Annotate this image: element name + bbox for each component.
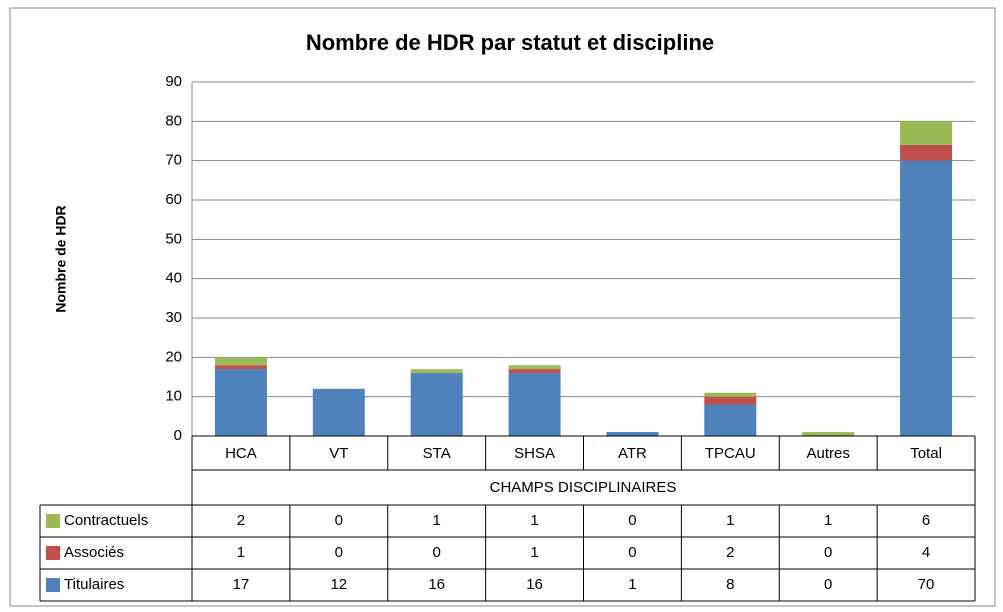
table-cell: 6 bbox=[922, 512, 930, 529]
bar-segment bbox=[508, 373, 561, 436]
legend-swatch bbox=[46, 578, 60, 592]
bar-segment bbox=[802, 432, 855, 436]
table-cell: 1 bbox=[530, 544, 538, 561]
y-tick-label: 30 bbox=[165, 309, 182, 326]
bar-segment bbox=[900, 160, 953, 436]
table-cell: 0 bbox=[433, 544, 441, 561]
bar-segment bbox=[312, 388, 365, 436]
bar-segment bbox=[900, 144, 953, 161]
x-tick-label: STA bbox=[423, 445, 451, 462]
y-tick-label: 80 bbox=[165, 112, 182, 129]
bar-segment bbox=[704, 404, 757, 436]
table-cell: 0 bbox=[335, 512, 343, 529]
bar-segment bbox=[214, 365, 267, 370]
table-cell: 12 bbox=[330, 576, 347, 593]
table-cell: 16 bbox=[526, 576, 543, 593]
table-cell: 1 bbox=[237, 544, 245, 561]
y-tick-label: 0 bbox=[174, 427, 182, 444]
bar-segment bbox=[606, 432, 659, 436]
table-cell: 0 bbox=[628, 512, 636, 529]
table-cell: 2 bbox=[726, 544, 734, 561]
y-tick-label: 10 bbox=[165, 388, 182, 405]
bar-segment bbox=[410, 373, 463, 436]
table-cell: 70 bbox=[918, 576, 935, 593]
y-axis-label: Nombre de HDR bbox=[53, 205, 69, 312]
x-tick-label: HCA bbox=[225, 445, 257, 462]
bar-segment bbox=[900, 121, 953, 145]
y-tick-label: 40 bbox=[165, 270, 182, 287]
x-tick-label: SHSA bbox=[514, 445, 555, 462]
y-tick-label: 90 bbox=[165, 73, 182, 90]
table-cell: 0 bbox=[824, 576, 832, 593]
bar-segment bbox=[214, 357, 267, 366]
bar-segment bbox=[214, 369, 267, 436]
x-tick-label: Total bbox=[910, 445, 942, 462]
y-tick-label: 20 bbox=[165, 348, 182, 365]
chart-frame bbox=[9, 7, 996, 607]
table-cell: 0 bbox=[335, 544, 343, 561]
table-cell: 8 bbox=[726, 576, 734, 593]
legend-swatch bbox=[46, 546, 60, 560]
y-tick-label: 50 bbox=[165, 230, 182, 247]
legend-label: Contractuels bbox=[64, 512, 148, 529]
x-tick-label: TPCAU bbox=[705, 445, 756, 462]
bar-segment bbox=[410, 369, 463, 374]
x-tick-label: VT bbox=[329, 445, 348, 462]
bar-segment bbox=[508, 369, 561, 374]
x-axis-label: CHAMPS DISCIPLINAIRES bbox=[490, 479, 677, 496]
x-tick-label: Autres bbox=[807, 445, 850, 462]
bar-segment bbox=[508, 365, 561, 370]
table-cell: 1 bbox=[433, 512, 441, 529]
x-tick-label: ATR bbox=[618, 445, 647, 462]
table-cell: 0 bbox=[628, 544, 636, 561]
chart-title: Nombre de HDR par statut et discipline bbox=[306, 30, 714, 55]
table-cell: 1 bbox=[824, 512, 832, 529]
legend-label: Titulaires bbox=[64, 576, 124, 593]
bar-segment bbox=[704, 396, 757, 405]
table-cell: 4 bbox=[922, 544, 930, 561]
legend-swatch bbox=[46, 514, 60, 528]
table-cell: 16 bbox=[428, 576, 445, 593]
table-cell: 1 bbox=[530, 512, 538, 529]
legend-label: Associés bbox=[64, 544, 124, 561]
table-cell: 2 bbox=[237, 512, 245, 529]
table-cell: 1 bbox=[726, 512, 734, 529]
bar-segment bbox=[704, 392, 757, 397]
y-tick-label: 60 bbox=[165, 191, 182, 208]
y-tick-label: 70 bbox=[165, 152, 182, 169]
table-cell: 17 bbox=[233, 576, 250, 593]
table-cell: 1 bbox=[628, 576, 636, 593]
table-cell: 0 bbox=[824, 544, 832, 561]
